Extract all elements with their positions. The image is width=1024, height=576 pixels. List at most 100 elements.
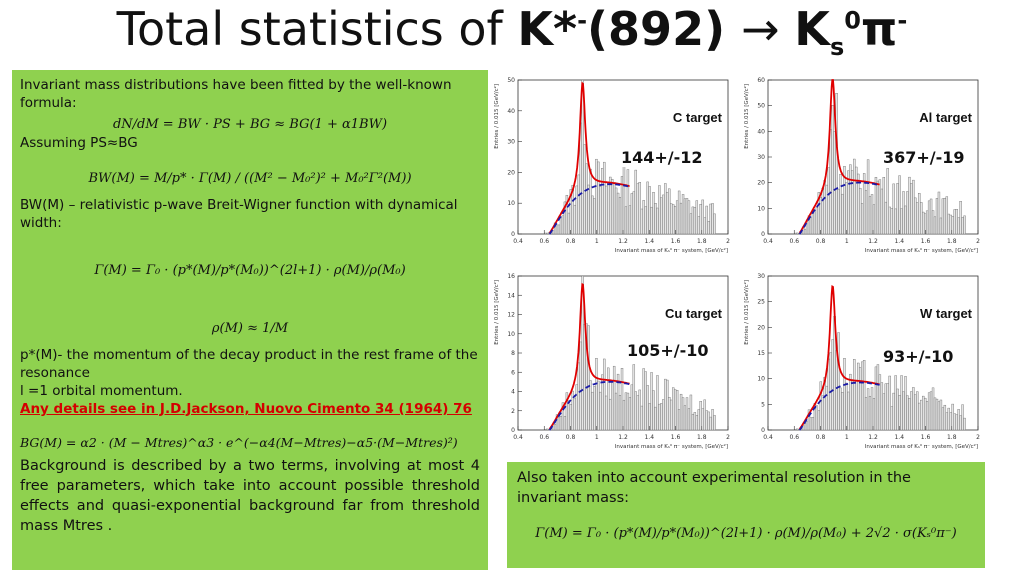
x-tick-label: 1.4 [644,434,654,441]
y-axis-label: Entries / 0.015 [GeV/c²] [493,84,500,149]
fit-curve [798,79,880,234]
y-tick-label: 30 [507,139,515,146]
background-curve [548,380,630,431]
histogram-svg: 0.4 0.6 0.8 1 1.2 1.4 1.6 1.8 20102030405060Inva… [743,77,980,254]
histogram-bars [794,316,966,431]
target-label: W target [920,306,973,321]
stat-cu-target: 105+/-10 [624,341,712,360]
histogram-bars [544,79,716,235]
x-tick-label: 0.6 [539,434,549,441]
y-tick-label: 20 [507,169,515,176]
x-tick-label: 0.8 [816,238,826,245]
target-label: Al target [919,110,972,125]
background-description: Background is described by a two terms, … [20,458,480,534]
y-tick-label: 40 [507,108,515,115]
x-tick-label: 0.4 [763,434,773,441]
x-tick-label: 1.6 [921,434,931,441]
formula-panel: Invariant mass distributions have been f… [12,70,488,570]
y-tick-label: 0 [761,231,765,238]
resolution-text: Also taken into account experimental res… [517,470,911,506]
formula-gamma: Γ(M) = Γ₀ · (p*(M)/p*(M₀))^(2l+1) · ρ(M)… [94,263,406,278]
histogram-al-target: 0.4 0.6 0.8 1 1.2 1.4 1.6 1.8 2 0 10 20 30 40 50 60 Inva… [742,74,986,260]
x-tick-label: 1.4 [894,434,904,441]
y-tick-label: 10 [757,376,765,383]
x-tick-label: 1 [595,434,599,441]
y-tick-label: 16 [507,273,515,280]
y-tick-label: 8 [511,350,515,357]
x-tick-label: 1.8 [947,238,957,245]
formula-bw: BW(M) = M/p* · Γ(M) / ((M² − M₀²)² + M₀²… [88,171,412,186]
x-tick-label: 2 [976,434,980,441]
y-tick-label: 0 [511,427,515,434]
x-tick-label: 1 [595,238,599,245]
x-tick-label: 1.2 [868,238,878,245]
x-tick-label: 1.8 [697,434,707,441]
x-tick-label: 1.4 [644,238,654,245]
fit-curve [548,81,630,234]
x-tick-label: 1.8 [697,238,707,245]
l-description: l =1 orbital momentum. [20,383,183,399]
x-tick-label: 1.6 [921,238,931,245]
fit-curve [548,282,630,430]
bw-description: BW(M) – relativistic p-wave Breit-Wigner… [20,197,458,231]
x-tick-label: 1.8 [947,434,957,441]
x-tick-label: 0.8 [566,434,576,441]
fit-curve [798,285,880,430]
resolution-panel: Also taken into account experimental res… [507,462,985,568]
y-tick-label: 6 [511,369,515,376]
x-tick-label: 1 [845,434,849,441]
y-axis-label: Entries / 0.015 [GeV/c²] [743,280,750,345]
formula-background: BG(M) = α2 · (M − Mtres)^α3 · e^(−α4(M−M… [20,435,458,450]
target-label: C target [673,110,723,125]
jackson-reference[interactable]: Any details see in J.D.Jackson, Nuovo Ci… [20,401,472,417]
x-tick-label: 0.4 [513,238,523,245]
y-tick-label: 4 [511,389,515,396]
background-curve [798,181,880,235]
histogram-svg: 0.4 0.6 0.8 1 1.2 1.4 1.6 1.8 2 0 2 4 6 8 10 12 14 16 Inva… [493,273,730,450]
y-tick-label: 25 [757,299,765,306]
y-tick-label: 50 [507,77,515,84]
histogram-c-target: 0.4 0.6 0.8 1 1.2 1.4 1.6 1.8 2 0 10 20 30 40 50 Invari… [492,74,736,260]
x-axis-label: Invariant mass of Kₛ⁰ π⁻ system, [GeV/c²… [615,247,728,254]
x-tick-label: 1.6 [671,238,681,245]
x-axis-label: Invariant mass of Kₛ⁰ π⁻ system, [GeV/c²… [865,247,978,254]
background-curve [548,183,630,235]
x-tick-label: 0.6 [539,238,549,245]
x-tick-label: 1.4 [894,238,904,245]
histogram-svg: 0.4 0.6 0.8 1 1.2 1.4 1.6 1.8 201020304050Invari… [493,77,730,254]
histogram-bars [794,93,966,235]
x-tick-label: 0.6 [789,238,799,245]
y-axis-label: Entries / 0.015 [GeV/c²] [743,84,750,149]
x-axis-label: Invariant mass of Kₛ⁰ π⁻ system, [GeV/c²… [865,443,978,450]
intro-text: Invariant mass distributions have been f… [20,77,452,111]
histogram-cu-target: 0.4 0.6 0.8 1 1.2 1.4 1.6 1.8 2 0 2 4 6 8 10 12 14 16 Inva… [492,270,736,456]
stat-al-target: 367+/-19 [880,148,968,167]
x-tick-label: 1 [845,238,849,245]
y-tick-label: 20 [757,180,765,187]
x-tick-label: 2 [726,434,730,441]
y-tick-label: 50 [757,103,765,110]
x-tick-label: 1.6 [671,434,681,441]
y-tick-label: 14 [507,292,515,299]
y-tick-label: 12 [507,312,515,319]
y-tick-label: 20 [757,324,765,331]
y-axis-label: Entries / 0.015 [GeV/c²] [493,280,500,345]
y-tick-label: 5 [761,401,765,408]
formula-dndm: dN/dM = BW · PS + BG ≈ BG(1 + α1BW) [112,117,388,132]
y-tick-label: 30 [757,154,765,161]
x-tick-label: 0.8 [816,434,826,441]
x-tick-label: 0.6 [789,434,799,441]
y-tick-label: 10 [507,331,515,338]
formula-resolution: Γ(M) = Γ₀ · (p*(M)/p*(M₀))^(2l+1) · ρ(M)… [535,526,957,541]
y-tick-label: 15 [757,350,765,357]
target-label: Cu target [665,306,723,321]
x-tick-label: 1.2 [868,434,878,441]
x-tick-label: 1.2 [618,238,628,245]
x-axis-label: Invariant mass of Kₛ⁰ π⁻ system, [GeV/c²… [615,443,728,450]
y-tick-label: 2 [511,408,515,415]
x-tick-label: 2 [726,238,730,245]
histogram-bars [544,275,716,431]
formula-rho: ρ(M) ≈ 1/M [211,321,289,336]
pstar-description: p*(M)- the momentum of the decay product… [20,347,478,381]
y-tick-label: 60 [757,77,765,84]
